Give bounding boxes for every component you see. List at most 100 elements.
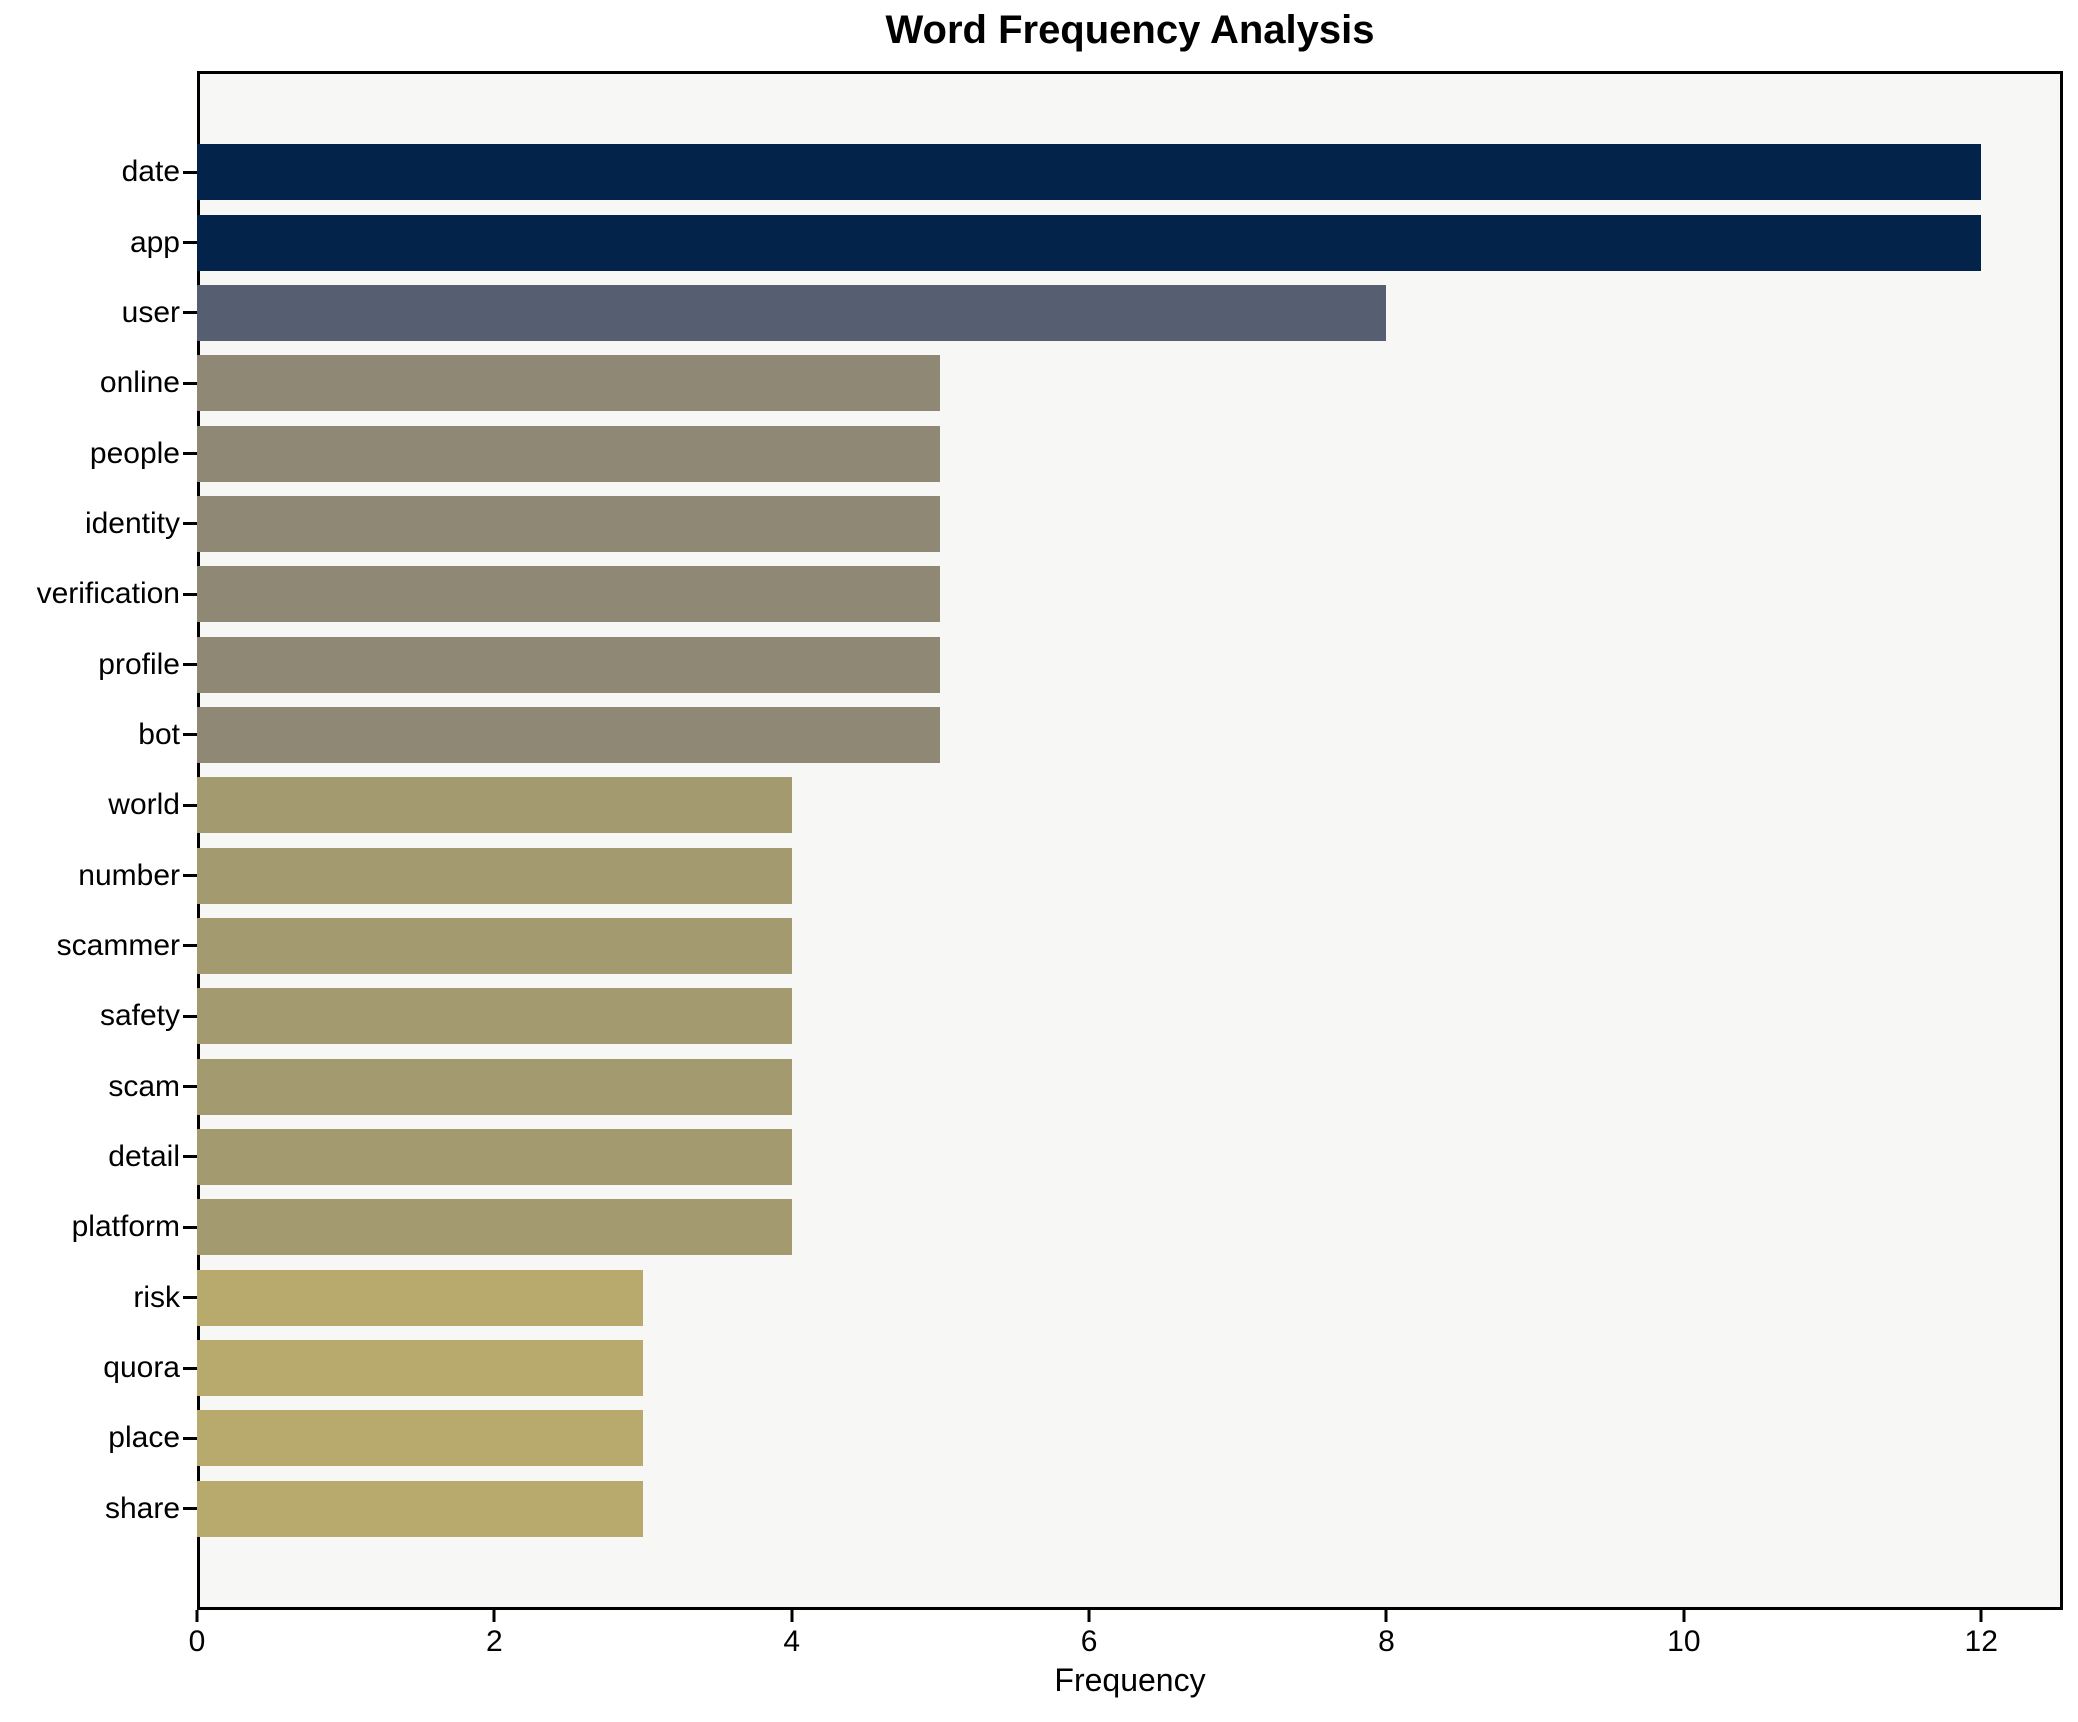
y-tick-mark xyxy=(183,592,197,596)
bar-share xyxy=(197,1480,644,1537)
bar-row: scam xyxy=(0,1051,2063,1121)
bar-track xyxy=(197,559,2063,629)
bar-row: safety xyxy=(0,981,2063,1051)
y-tick-label: bot xyxy=(138,717,180,751)
bar-track xyxy=(197,348,2063,418)
bar-place xyxy=(197,1410,644,1467)
bar-online xyxy=(197,355,941,412)
bar-user xyxy=(197,284,1387,341)
y-tick-mark xyxy=(183,803,197,807)
bar-row: share xyxy=(0,1474,2063,1544)
bar-risk xyxy=(197,1269,644,1326)
x-tick-mark xyxy=(1979,1610,1983,1622)
bar-profile xyxy=(197,636,941,693)
bar-row: verification xyxy=(0,559,2063,629)
bar-app xyxy=(197,214,1982,271)
y-tick-label: quora xyxy=(103,1351,180,1385)
bar-row: detail xyxy=(0,1122,2063,1192)
bar-track xyxy=(197,1403,2063,1473)
y-tick-mark xyxy=(183,733,197,737)
y-tick-mark xyxy=(183,1225,197,1229)
bar-track xyxy=(197,700,2063,770)
bar-scam xyxy=(197,1058,792,1115)
bar-track xyxy=(197,278,2063,348)
bar-people xyxy=(197,425,941,482)
y-tick-mark xyxy=(183,1366,197,1370)
y-tick-mark xyxy=(183,1155,197,1159)
bar-safety xyxy=(197,988,792,1045)
bar-detail xyxy=(197,1128,792,1185)
y-tick-label: share xyxy=(104,1491,180,1525)
bar-track xyxy=(197,1192,2063,1262)
x-axis: 0 2 4 6 8 10 12 xyxy=(189,1607,2063,1677)
x-tick-mark xyxy=(492,1610,496,1622)
bar-track xyxy=(197,137,2063,207)
x-tick-label: 2 xyxy=(486,1625,503,1658)
x-axis-label: Frequency xyxy=(1054,1662,1206,1698)
y-tick-label: date xyxy=(121,155,180,189)
bar-world xyxy=(197,777,792,834)
x-tick-label: 4 xyxy=(783,1625,801,1658)
bar-row: world xyxy=(0,770,2063,840)
x-tick-mark xyxy=(790,1610,794,1622)
bar-row: people xyxy=(0,418,2063,488)
y-tick-mark xyxy=(183,874,197,878)
y-tick-label: number xyxy=(78,858,180,892)
y-tick-label: people xyxy=(89,436,180,470)
bar-row: user xyxy=(0,278,2063,348)
y-tick-label: safety xyxy=(99,999,180,1033)
bar-track xyxy=(197,840,2063,910)
x-tick-label: 10 xyxy=(1667,1625,1701,1658)
x-tick-label: 6 xyxy=(1080,1625,1098,1658)
x-tick-label: 0 xyxy=(188,1625,206,1658)
y-tick-label: verification xyxy=(36,577,180,611)
bar-track xyxy=(197,1051,2063,1121)
bar-row: profile xyxy=(0,629,2063,699)
y-tick-mark xyxy=(183,1436,197,1440)
x-tick-mark xyxy=(1087,1610,1091,1622)
x-tick-label: 8 xyxy=(1378,1625,1395,1658)
y-tick-mark xyxy=(183,663,197,667)
chart-title: Word Frequency Analysis xyxy=(885,8,1375,52)
y-tick-mark xyxy=(183,452,197,456)
bar-verification xyxy=(197,566,941,623)
y-tick-label: detail xyxy=(108,1139,180,1173)
y-tick-label: user xyxy=(121,295,180,329)
y-tick-label: profile xyxy=(98,647,180,681)
bar-date xyxy=(197,144,1982,201)
y-tick-label: online xyxy=(99,366,180,400)
bar-track xyxy=(197,418,2063,488)
y-tick-label: platform xyxy=(71,1210,180,1244)
bar-track xyxy=(197,981,2063,1051)
y-tick-mark xyxy=(183,381,197,385)
bar-track xyxy=(197,770,2063,840)
bar-row: number xyxy=(0,840,2063,910)
y-tick-mark xyxy=(183,522,197,526)
bar-row: bot xyxy=(0,700,2063,770)
y-tick-label: scam xyxy=(108,1069,180,1103)
bar-rows-container: date app user online people identity verificat… xyxy=(0,71,2063,1610)
bar-track xyxy=(197,629,2063,699)
x-tick-mark xyxy=(1384,1610,1388,1622)
y-tick-label: place xyxy=(108,1421,180,1455)
y-tick-mark xyxy=(183,1085,197,1089)
y-tick-mark xyxy=(183,944,197,948)
bar-track xyxy=(197,1333,2063,1403)
y-tick-mark xyxy=(183,1296,197,1300)
bar-row: risk xyxy=(0,1263,2063,1333)
bar-bot xyxy=(197,706,941,763)
bar-number xyxy=(197,847,792,904)
bar-row: place xyxy=(0,1403,2063,1473)
y-tick-mark xyxy=(183,241,197,245)
y-tick-label: app xyxy=(129,225,180,259)
x-tick-mark xyxy=(195,1610,199,1622)
y-tick-label: world xyxy=(108,788,180,822)
bar-track xyxy=(197,1263,2063,1333)
bar-row: online xyxy=(0,348,2063,418)
y-tick-mark xyxy=(183,1507,197,1511)
bar-scammer xyxy=(197,917,792,974)
y-tick-label: scammer xyxy=(56,928,180,962)
x-tick-mark xyxy=(1682,1610,1686,1622)
bar-track xyxy=(197,1474,2063,1544)
